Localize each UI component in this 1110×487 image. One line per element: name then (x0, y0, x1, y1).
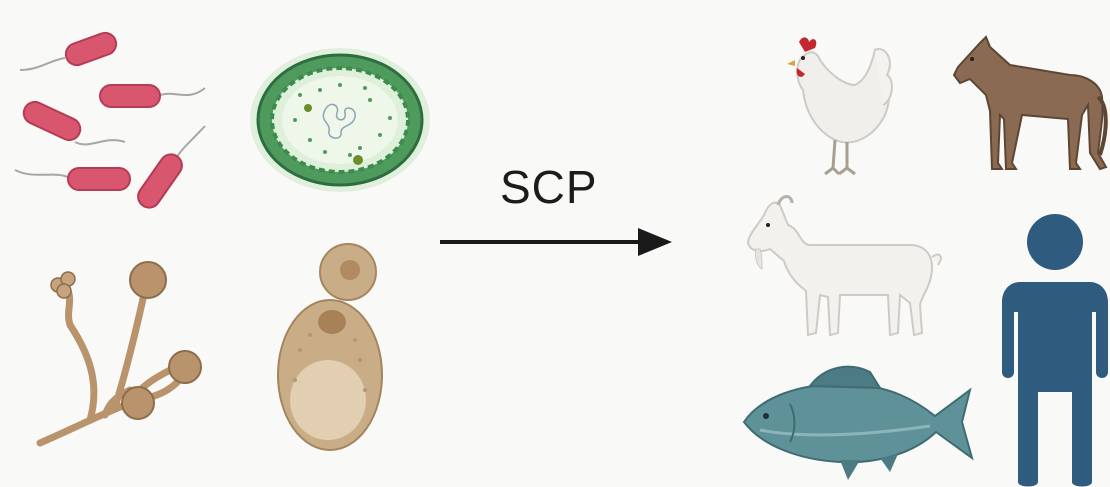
algae-cell-icon (250, 48, 430, 192)
horse-icon (952, 35, 1108, 171)
scp-label: SCP (500, 161, 598, 213)
goat-icon (746, 195, 942, 337)
conversion-arrow (440, 228, 672, 256)
fish-icon (742, 365, 974, 480)
chicken-icon (787, 37, 893, 176)
bacteria-icon (14, 31, 206, 209)
human-icon (1002, 214, 1108, 487)
mold-fungus-icon (36, 261, 202, 447)
yeast-cell-icon (277, 243, 383, 451)
